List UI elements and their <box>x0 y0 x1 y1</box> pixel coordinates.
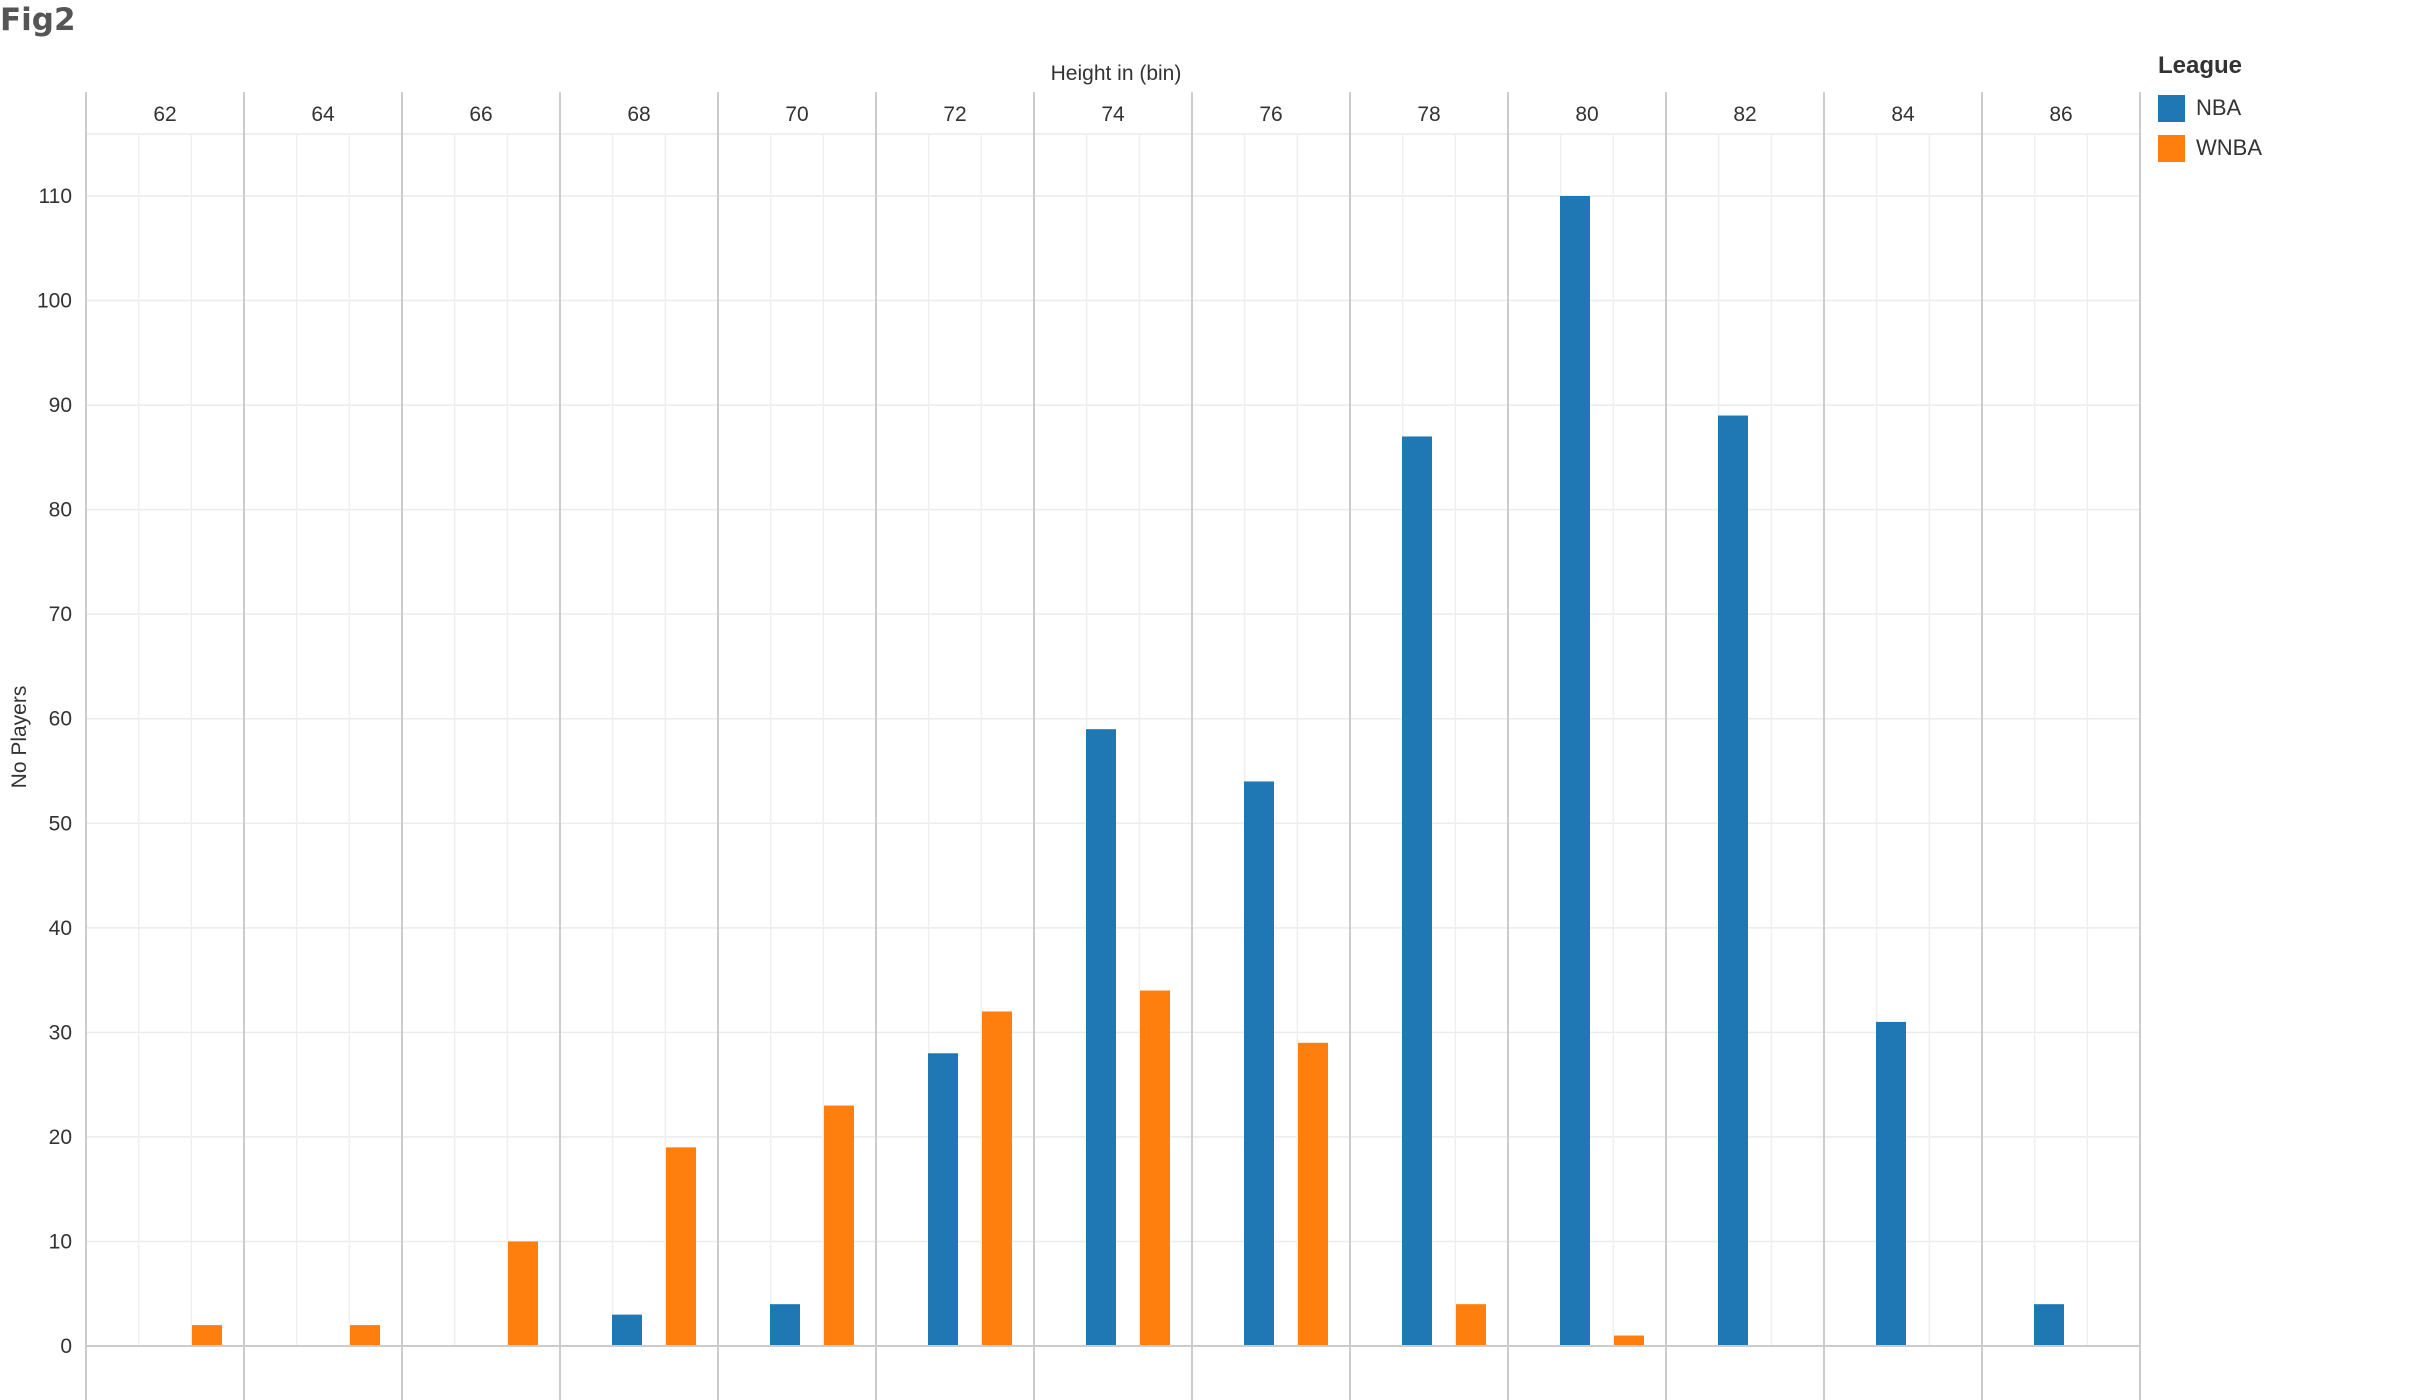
y-tick-label: 90 <box>49 394 72 417</box>
bar-nba-76 <box>1244 781 1274 1346</box>
bar-wnba-68 <box>666 1147 696 1346</box>
legend-label: NBA <box>2196 95 2242 120</box>
x-tick-label: 62 <box>153 103 176 126</box>
x-tick-label: 68 <box>627 103 650 126</box>
x-tick-label: 82 <box>1733 103 1756 126</box>
legend-swatch <box>2158 94 2185 122</box>
y-tick-label: 10 <box>49 1230 72 1253</box>
bar-nba-68 <box>612 1314 642 1346</box>
bar-nba-72 <box>928 1053 958 1346</box>
chart-title: Fig2 <box>0 2 76 38</box>
bar-nba-78 <box>1402 436 1432 1346</box>
x-tick-label: 86 <box>2049 103 2072 126</box>
x-tick-label: 76 <box>1259 103 1282 126</box>
bar-chart: 0 10 20 30 40 50 60 70 80 90 100 110 62 64 66 68 70 72 74 7… <box>8 62 2141 1400</box>
x-tick-label: 70 <box>785 103 808 126</box>
bars <box>192 196 2064 1347</box>
y-tick-label: 80 <box>49 499 72 522</box>
y-axis-title: No Players <box>8 686 31 789</box>
legend-swatch <box>2158 134 2185 162</box>
bar-wnba-72 <box>982 1011 1012 1346</box>
y-tick-label: 50 <box>49 812 72 835</box>
x-tick-label: 66 <box>469 103 492 126</box>
y-tick-label: 60 <box>49 708 72 731</box>
bar-nba-74 <box>1086 729 1116 1346</box>
y-tick-label: 0 <box>60 1335 72 1358</box>
bar-nba-70 <box>770 1304 800 1346</box>
legend: League NBA WNBA <box>2158 52 2262 168</box>
bar-wnba-78 <box>1456 1304 1486 1346</box>
y-tick-label: 100 <box>37 290 72 313</box>
x-tick-label: 78 <box>1417 103 1440 126</box>
y-tick-label: 40 <box>49 917 72 940</box>
legend-title: League <box>2158 52 2243 79</box>
bar-wnba-70 <box>824 1105 854 1346</box>
x-axis-title: Height in (bin) <box>1051 62 1182 85</box>
y-tick-label: 20 <box>49 1126 72 1149</box>
legend-item-wnba[interactable]: WNBA <box>2158 128 2262 168</box>
x-tick-label: 80 <box>1575 103 1598 126</box>
legend-item-nba[interactable]: NBA <box>2158 88 2262 128</box>
x-tick-label: 84 <box>1891 103 1915 126</box>
bar-wnba-76 <box>1298 1042 1328 1346</box>
x-tick-label: 64 <box>311 103 335 126</box>
x-tick-label: 74 <box>1101 103 1125 126</box>
bar-wnba-64 <box>350 1325 380 1346</box>
y-tick-label: 70 <box>49 603 72 626</box>
legend-label: WNBA <box>2196 135 2262 160</box>
bar-nba-84 <box>1876 1021 1906 1346</box>
bar-wnba-80 <box>1614 1335 1644 1346</box>
y-tick-label: 30 <box>49 1021 72 1044</box>
bar-nba-80 <box>1560 196 1590 1346</box>
bar-nba-82 <box>1718 415 1748 1347</box>
axes: 0 10 20 30 40 50 60 70 80 90 100 110 62 64 66 68 70 72 74 7… <box>37 92 2141 1400</box>
bar-wnba-66 <box>508 1241 538 1346</box>
x-tick-label: 72 <box>943 103 966 126</box>
bar-nba-86 <box>2034 1304 2064 1346</box>
bar-wnba-62 <box>192 1325 222 1346</box>
y-tick-label: 110 <box>39 185 72 208</box>
bar-wnba-74 <box>1140 990 1170 1346</box>
